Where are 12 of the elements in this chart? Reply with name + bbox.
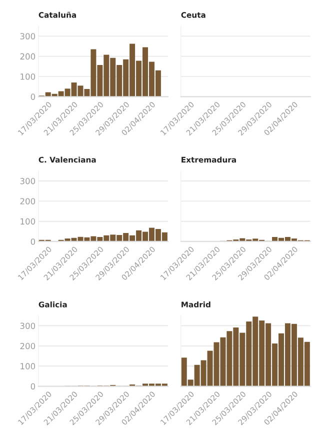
- y-tick-label: 300: [20, 322, 36, 330]
- y-tick-label: 100: [20, 73, 36, 80]
- y-tick-label: 200: [20, 342, 36, 350]
- y-tick-label: 100: [20, 363, 36, 370]
- y-tick-label: 0: [30, 383, 36, 390]
- y-tick-label: 300: [20, 33, 36, 40]
- y-tick-label: 0: [30, 94, 36, 100]
- y-tick-label: 100: [20, 218, 36, 225]
- y-tick-label: 0: [30, 238, 36, 245]
- y-tick-label: 200: [20, 53, 36, 60]
- y-tick-label: 300: [20, 178, 36, 184]
- y-tick-label: 200: [20, 198, 36, 204]
